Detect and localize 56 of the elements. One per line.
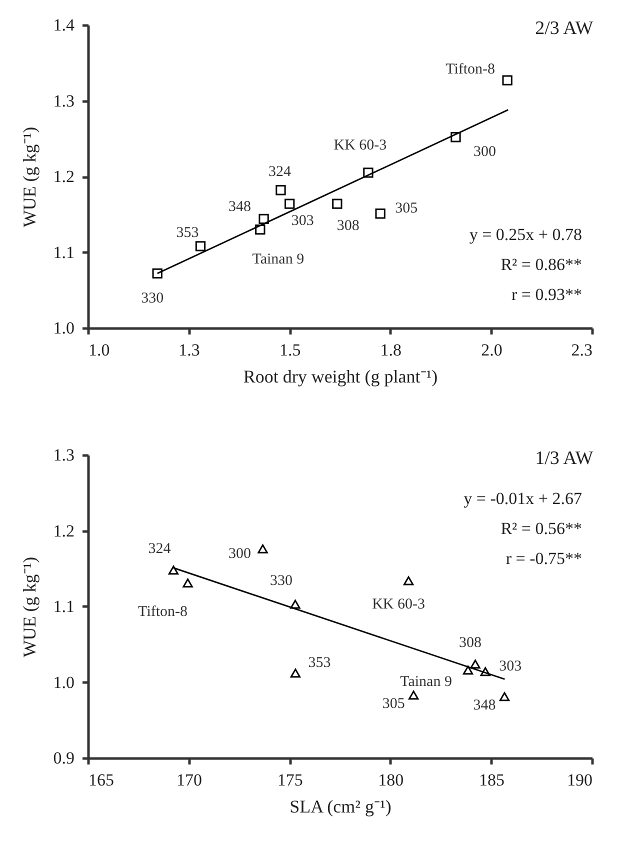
annotation: 300: [228, 546, 252, 562]
y-tick-label: 1.3: [53, 91, 74, 110]
annotation: 303: [291, 212, 314, 229]
x-tick-label: 170: [176, 770, 202, 790]
annotation: 324: [268, 164, 292, 180]
y-tick-label: 1.0: [53, 318, 74, 338]
x-tick-label: 190: [567, 770, 592, 790]
chart-title: 1/3 AW: [535, 448, 594, 469]
annotation: 353: [308, 655, 331, 672]
annotation: Tifton-8: [138, 604, 188, 620]
x-tick-label: 1.5: [279, 340, 301, 360]
y-tick-label: 1.3: [53, 446, 74, 464]
annotation: 348: [228, 198, 252, 215]
x-tick-label: 1.0: [88, 340, 110, 360]
annotation: KK 60-3: [334, 138, 387, 154]
x-tick-label: 1.8: [380, 340, 402, 360]
x-tick-label: 185: [478, 770, 504, 790]
y-axis-title: WUE (g kg⁻¹): [19, 556, 40, 658]
annotation: r = 0.93**: [512, 285, 582, 304]
y-axis-title: WUE (g kg⁻¹): [19, 126, 40, 228]
annotation: 305: [382, 696, 405, 712]
x-tick-label: 180: [378, 770, 404, 790]
annotation: y = 0.25x + 0.78: [469, 225, 582, 244]
annotation: KK 60-3: [372, 596, 426, 613]
annotation: R² = 0.56**: [500, 519, 582, 538]
annotation: r = -0.75**: [506, 549, 582, 568]
y-tick-label: 1.1: [53, 597, 74, 616]
y-tick-label: 1.2: [53, 521, 74, 540]
y-tick-label: 0.9: [53, 748, 74, 768]
y-tick-label: 1.4: [53, 16, 75, 34]
x-tick-label: 1.3: [178, 340, 200, 360]
annotation: Tifton-8: [446, 61, 496, 78]
annotation: 308: [459, 635, 482, 652]
annotation: R² = 0.86**: [500, 255, 582, 274]
annotation: Tainan 9: [400, 674, 452, 690]
annotation: 303: [499, 658, 522, 675]
annotation: 305: [395, 200, 418, 217]
x-axis-title: Root dry weight (g plant⁻¹): [243, 366, 438, 386]
annotation: 324: [148, 541, 172, 558]
annotation: 353: [176, 225, 199, 242]
annotation: 330: [141, 290, 164, 306]
y-tick-label: 1.0: [53, 672, 74, 692]
x-axis-title: SLA (cm² g⁻¹): [290, 796, 392, 816]
x-tick-label: 165: [88, 770, 114, 790]
annotation: y = -0.01x + 2.67: [464, 489, 582, 508]
annotation: 308: [336, 218, 360, 234]
x-tick-label: 2.3: [571, 340, 592, 360]
x-tick-label: 175: [277, 770, 303, 790]
annotation: 348: [473, 698, 496, 714]
y-tick-label: 1.2: [53, 167, 74, 186]
annotation: 300: [473, 144, 496, 160]
x-tick-label: 2.0: [481, 340, 502, 360]
annotation: Tainan 9: [252, 252, 304, 268]
y-tick-label: 1.1: [53, 242, 74, 262]
chart-title: 2/3 AW: [535, 18, 594, 39]
annotation: 330: [270, 573, 292, 590]
